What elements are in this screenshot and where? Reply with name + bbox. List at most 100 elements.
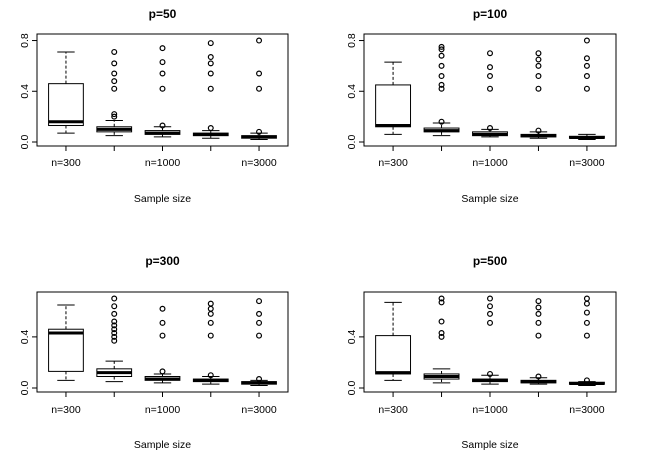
box-n=300 [375,301,412,381]
y-tick-label: 0.0 [19,135,31,150]
x-axis-label: Sample size [461,439,518,451]
outlier-point [111,310,118,317]
outlier-point [487,310,494,317]
outlier-point [535,373,542,380]
outlier-point [583,37,590,44]
outlier-point [583,85,590,92]
outlier-point [256,85,263,92]
outlier-point [487,64,494,71]
y-tick-label: 0.4 [19,84,31,99]
box-n=3000 [568,295,605,386]
y-tick-label: 0.0 [19,381,31,396]
outlier-point [111,111,118,118]
x-tick-label: n=3000 [241,157,276,169]
box-n=1000 [472,50,508,138]
box-n=300 [48,51,84,134]
outlier-point [438,62,445,69]
outlier-point [535,56,542,63]
outlier-point [207,372,214,379]
x-axis-label: Sample size [134,439,191,451]
outlier-point [487,370,494,377]
x-tick-label: n=300 [51,157,81,169]
outlier-point [438,81,445,88]
outlier-point [111,85,118,92]
outlier-point [159,59,166,66]
box-n=3000 [241,37,277,140]
x-tick-label: n=1000 [472,404,507,416]
box-n=1000 [472,295,508,385]
x-tick-label: n=1000 [472,157,507,169]
outlier-point [487,295,494,302]
outlier-point [487,319,494,326]
chart-title: p=50 [149,7,177,21]
outlier-point [159,85,166,92]
outlier-point [438,85,445,92]
box-iqr [375,84,412,128]
outlier-point [438,333,445,340]
outlier-point [207,40,214,47]
box-n=500 [423,43,460,137]
x-axis-label: Sample size [134,193,191,205]
outlier-point [111,303,118,310]
outlier-point [207,125,214,132]
outlier-point [111,326,118,333]
outlier-point [159,305,166,312]
outlier-point [111,330,118,337]
x-tick-label: n=1000 [145,157,180,169]
box-n=3000 [568,37,605,140]
y-tick-label: 0.0 [346,381,358,396]
outlier-point [583,309,590,316]
outlier-point [111,337,118,344]
x-tick-label: n=3000 [241,404,276,416]
box-n=3000 [241,298,277,386]
x-tick-label: n=300 [378,157,408,169]
outlier-point [256,298,263,305]
outlier-point [438,52,445,59]
panel-1: p=50 0.0 0.4 0.8 n=300 n=1000 n=3000 Sample siz… [19,7,289,205]
outlier-point [111,48,118,55]
box-iqr [375,335,412,375]
x-tick-label: n=300 [378,404,408,416]
outlier-point [159,332,166,339]
outlier-point [438,118,445,125]
x-tick-label: n=300 [51,404,81,416]
outlier-point [159,45,166,52]
outlier-point [438,295,445,302]
outlier-point [111,113,118,120]
outlier-point [583,319,590,326]
y-tick-label: 0.0 [346,135,358,150]
panel-2: p=100 0.0 0.4 0.8 n=300 n=1000 n=3000 Sample si… [346,7,617,205]
outlier-point [438,330,445,337]
outlier-point [438,299,445,306]
outlier-point [159,122,166,129]
outlier-point [535,50,542,57]
box-n=1000 [144,45,181,138]
outlier-point [487,303,494,310]
box-n=2000 [520,50,557,139]
outlier-point [487,73,494,80]
outlier-point [256,376,263,383]
outlier-point [111,78,118,85]
outlier-point [487,125,494,132]
outlier-point [207,60,214,67]
outlier-point [535,62,542,69]
outlier-point [438,43,445,50]
outlier-point [207,300,214,307]
outlier-point [535,73,542,80]
chart-title: p=300 [145,254,180,268]
chart-title: p=100 [473,7,508,21]
outlier-point [535,304,542,311]
outlier-point [159,368,166,375]
box-n=500 [423,295,460,384]
box-n=2000 [192,40,229,139]
outlier-point [111,333,118,340]
box-n=300 [375,61,412,135]
outlier-point [207,70,214,77]
outlier-point [207,332,214,339]
box-iqr [48,328,84,372]
outlier-point [159,70,166,77]
box-n=300 [48,304,84,381]
y-tick-label: 0.8 [346,33,358,48]
outlier-point [583,332,590,339]
